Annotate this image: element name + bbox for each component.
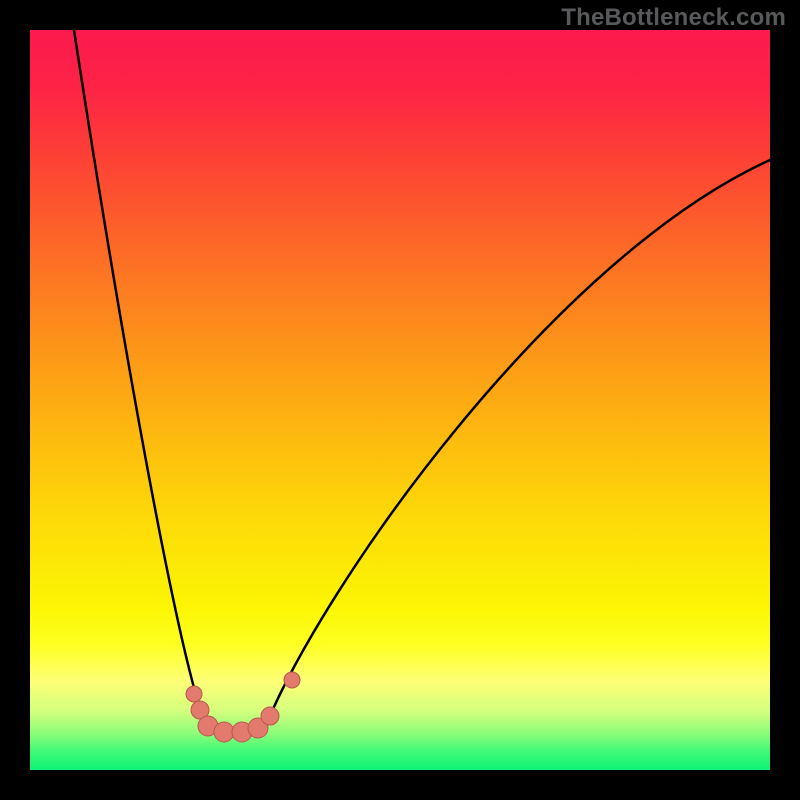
- bottleneck-chart: [30, 30, 770, 770]
- plot-area: [30, 30, 770, 770]
- chart-background: [30, 30, 770, 770]
- curve-marker: [284, 672, 300, 688]
- curve-marker: [214, 722, 234, 742]
- curve-marker: [261, 707, 279, 725]
- curve-marker: [186, 686, 202, 702]
- watermark-text: TheBottleneck.com: [561, 4, 786, 32]
